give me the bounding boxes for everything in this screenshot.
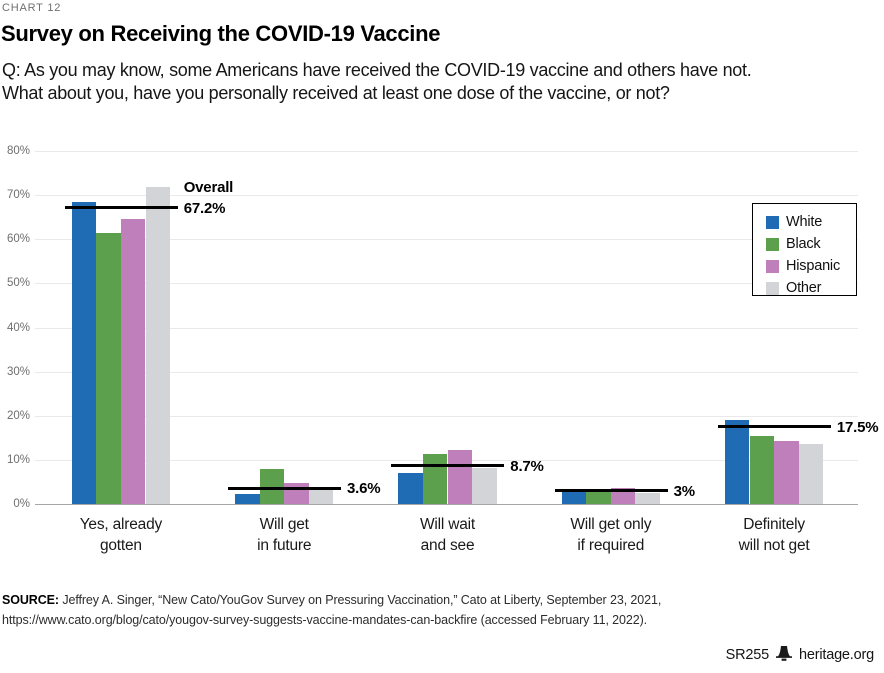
legend-item-other: Other — [766, 277, 856, 299]
survey-question-line1: Q: As you may know, some Americans have … — [2, 60, 752, 80]
category-label-2: Will get in future — [199, 514, 369, 556]
category-line1: Yes, already — [79, 516, 163, 533]
y-tick-label: 20% — [6, 409, 30, 422]
bar-hispanic-5 — [774, 441, 799, 504]
bar-black-1 — [96, 232, 121, 504]
category-line1: Will get only — [570, 516, 652, 533]
x-axis-labels: Yes, already gotten Will get in future Will … — [35, 514, 858, 560]
bar-hispanic-3 — [447, 450, 473, 504]
gridline — [35, 415, 858, 417]
legend-swatch-white — [766, 215, 779, 229]
y-tick-label: 30% — [6, 365, 30, 378]
gridline — [35, 327, 858, 329]
gridline — [35, 239, 858, 241]
gridline — [35, 195, 858, 197]
overall-label-3: 8.7% — [510, 457, 544, 475]
y-tick-label: 70% — [6, 189, 30, 202]
legend: White Black Hispanic Other — [752, 203, 857, 296]
y-axis-labels: 0% 10% 20% 30% 40% 50% 60% 70% 80% — [0, 145, 30, 510]
legend-item-black: Black — [766, 233, 856, 255]
category-line2: if required — [577, 537, 645, 554]
category-line2: gotten — [99, 537, 142, 554]
bar-white-3 — [398, 472, 423, 504]
heritage-bell-icon — [776, 646, 792, 665]
bar-white-5 — [724, 419, 750, 504]
survey-question-line2: What about you, have you personally rece… — [2, 83, 670, 103]
y-tick-label: 80% — [6, 145, 30, 157]
overall-label-1: Overall 67.2% — [183, 177, 234, 219]
overall-label-4: 3% — [673, 482, 695, 500]
legend-label: Black — [786, 236, 821, 252]
legend-item-white: White — [766, 211, 856, 233]
category-line2: and see — [420, 537, 475, 554]
overall-line-1 — [64, 205, 178, 209]
gridline — [35, 283, 858, 285]
bar-black-4 — [586, 489, 611, 504]
survey-question: Q: As you may know, some Americans have … — [2, 59, 872, 105]
category-label-5: Definitely will not get — [689, 514, 859, 556]
overall-value-label: 67.2% — [183, 200, 226, 218]
gridline — [35, 151, 858, 152]
bar-other-5 — [798, 444, 824, 504]
bar-white-1 — [71, 202, 97, 504]
gridline — [35, 371, 858, 373]
plot-area: Overall 67.2% 3.6% 8.7% 3% 17.5% — [35, 151, 879, 505]
bar-other-2 — [308, 488, 334, 504]
overall-line-2 — [228, 486, 341, 490]
page-title: Survey on Receiving the COVID-19 Vaccine — [1, 21, 441, 46]
overall-name-label: Overall — [183, 179, 234, 197]
x-axis-line — [35, 504, 858, 505]
bar-black-2 — [259, 469, 285, 504]
bar-other-3 — [472, 468, 497, 504]
source-note: SOURCE: Jeffrey A. Singer, “New Cato/You… — [2, 590, 722, 630]
report-id: SR255 — [725, 647, 770, 663]
y-tick-label: 40% — [6, 321, 30, 334]
y-tick-label: 0% — [13, 498, 30, 510]
y-tick-label: 50% — [6, 277, 30, 290]
category-line2: in future — [257, 537, 312, 554]
category-label-3: Will wait and see — [363, 514, 533, 556]
bar-other-4 — [635, 492, 660, 504]
site-name: heritage.org — [799, 647, 874, 663]
bar-white-4 — [561, 490, 587, 504]
overall-label-5: 17.5% — [836, 418, 879, 436]
overall-line-3 — [391, 464, 505, 468]
legend-item-hispanic: Hispanic — [766, 255, 856, 277]
category-line1: Will get — [259, 516, 309, 533]
category-line1: Definitely — [743, 516, 805, 533]
overall-line-5 — [717, 425, 831, 429]
overall-line-4 — [554, 489, 668, 493]
source-line1: SOURCE: Jeffrey A. Singer, “New Cato/You… — [2, 590, 722, 610]
y-tick-label: 10% — [6, 453, 30, 466]
legend-swatch-other — [766, 281, 779, 295]
category-line2: will not get — [738, 537, 810, 554]
chart-number-eyebrow: CHART 12 — [2, 2, 62, 14]
legend-label: Other — [786, 280, 822, 296]
bar-other-1 — [145, 187, 171, 504]
source-label: SOURCE: — [2, 593, 59, 607]
source-line2: https://www.cato.org/blog/cato/yougov-su… — [2, 613, 648, 627]
bar-white-2 — [235, 493, 260, 504]
legend-swatch-black — [766, 237, 779, 251]
bar-hispanic-1 — [120, 218, 146, 504]
bar-black-3 — [422, 453, 448, 504]
category-label-1: Yes, already gotten — [36, 514, 206, 556]
category-label-4: Will get only if required — [526, 514, 696, 556]
category-line1: Will wait — [419, 516, 476, 533]
overall-label-2: 3.6% — [347, 480, 381, 498]
footer: SR255 heritage.org — [726, 645, 874, 665]
legend-label: White — [786, 214, 823, 230]
bar-black-5 — [749, 436, 775, 504]
source-citation: Jeffrey A. Singer, “New Cato/YouGov Surv… — [58, 593, 662, 607]
legend-swatch-hispanic — [766, 259, 779, 273]
legend-label: Hispanic — [786, 258, 841, 274]
y-tick-label: 60% — [6, 233, 30, 246]
